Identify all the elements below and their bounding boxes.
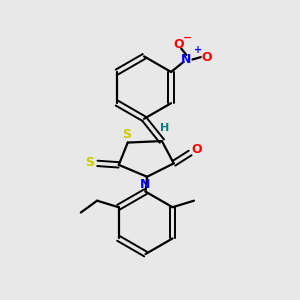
Text: S: S (122, 128, 131, 141)
Text: +: + (194, 45, 202, 55)
Text: N: N (140, 178, 151, 191)
Text: S: S (85, 156, 94, 169)
Text: O: O (191, 143, 202, 156)
Text: O: O (173, 38, 184, 50)
Text: H: H (160, 124, 169, 134)
Text: N: N (182, 53, 192, 66)
Text: O: O (201, 51, 212, 64)
Text: −: − (183, 32, 192, 43)
